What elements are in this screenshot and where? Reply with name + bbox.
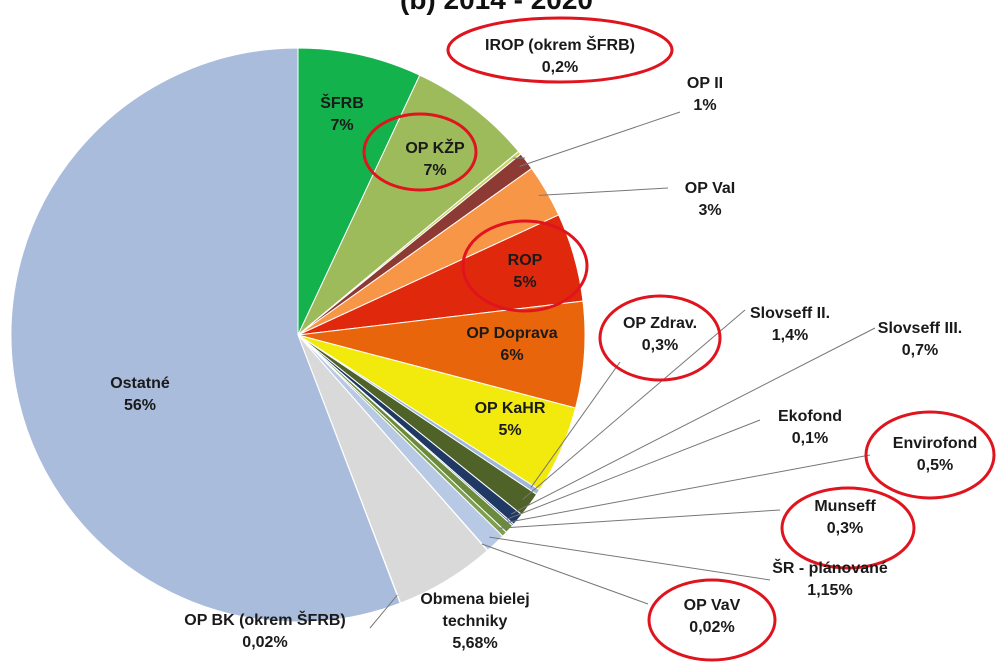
category-name: OP VaI xyxy=(684,180,736,197)
leader-line xyxy=(510,327,876,515)
category-name: Slovseff II. xyxy=(749,305,831,322)
value-label: 7% xyxy=(423,162,447,179)
value-label: 0,7% xyxy=(901,342,939,359)
slice-label: OP Zdrav. 0,3% xyxy=(623,313,697,357)
leader-line xyxy=(503,454,871,524)
value-label: 0,02% xyxy=(242,634,288,651)
slice-label: IROP (okrem ŠFRB) 0,2% xyxy=(485,35,635,79)
value-label: 0,02% xyxy=(689,619,735,636)
leader-line xyxy=(489,536,771,581)
leaders xyxy=(369,111,876,629)
highlights xyxy=(362,16,996,662)
chart-title: (b) 2014 - 2020 xyxy=(400,0,593,16)
value-label: 7% xyxy=(330,117,354,134)
category-name: OP II xyxy=(686,75,724,92)
category-name: ROP xyxy=(507,252,543,269)
category-name: Ekofond xyxy=(778,408,842,425)
leader-line xyxy=(530,361,621,488)
pie xyxy=(10,47,586,623)
category-name: Slovseff III. xyxy=(877,320,963,337)
slice-label: Ekofond 0,1% xyxy=(778,406,842,450)
slice-label: OP KŽP 7% xyxy=(405,138,464,182)
category-name: OP Zdrav. xyxy=(622,315,698,332)
value-label: 5,68% xyxy=(452,635,498,652)
value-label: 0,5% xyxy=(916,457,954,474)
value-label: 0,3% xyxy=(641,337,679,354)
category-name: ŠR - plánované xyxy=(772,560,888,577)
slice-label: Slovseff II. 1,4% xyxy=(750,303,830,347)
leader-line xyxy=(538,187,669,196)
value-label: 56% xyxy=(123,397,157,414)
pie-slice xyxy=(10,47,401,623)
slice-label: Ostatné 56% xyxy=(110,373,170,417)
slice-label: OP VaV 0,02% xyxy=(684,595,741,639)
category-name: OP KaHR xyxy=(474,400,546,417)
highlight xyxy=(647,578,777,662)
leader-line xyxy=(481,543,649,605)
highlight xyxy=(864,410,996,500)
slice-label: Slovseff III. 0,7% xyxy=(878,318,962,362)
slice-label: OP BK (okrem ŠFRB) 0,02% xyxy=(184,610,346,654)
category-name: OP Doprava xyxy=(466,325,558,342)
highlight xyxy=(461,219,589,313)
leader-line xyxy=(498,509,781,529)
value-label: 6% xyxy=(500,347,524,364)
leader-line xyxy=(369,594,398,629)
value-label: 0,3% xyxy=(826,520,864,537)
highlight xyxy=(780,486,916,570)
value-label: 0,1% xyxy=(791,430,829,447)
category-name: Obmena bielej techniky xyxy=(420,591,530,630)
leader-line xyxy=(519,111,681,167)
highlight xyxy=(598,294,722,382)
category-name: Munseff xyxy=(814,498,876,515)
value-label: 1,15% xyxy=(807,582,853,599)
category-name: OP KŽP xyxy=(405,140,465,157)
slice-label: OP VaI 3% xyxy=(685,178,735,222)
value-label: 0,2% xyxy=(541,59,579,76)
slice-label: Envirofond 0,5% xyxy=(893,433,977,477)
leader-line xyxy=(506,419,761,520)
value-label: 5% xyxy=(513,274,537,291)
highlight xyxy=(362,112,478,192)
value-label: 1,4% xyxy=(771,327,809,344)
pie-slice xyxy=(297,74,520,336)
value-label: 3% xyxy=(698,202,722,219)
highlight xyxy=(446,16,674,84)
slice-label: Munseff 0,3% xyxy=(814,496,875,540)
slice-label: ŠR - plánované 1,15% xyxy=(772,558,888,602)
slice-label: Obmena bielej techniky 5,68% xyxy=(410,589,540,655)
leader-line xyxy=(522,309,746,501)
slice-label: ŠFRB 7% xyxy=(320,93,364,137)
category-name: Ostatné xyxy=(110,375,170,392)
category-name: ŠFRB xyxy=(320,95,364,112)
category-name: OP VaV xyxy=(683,597,741,614)
value-label: 1% xyxy=(693,97,717,114)
category-name: OP BK (okrem ŠFRB) xyxy=(184,612,346,629)
category-name: IROP (okrem ŠFRB) xyxy=(485,37,635,54)
value-label: 5% xyxy=(498,422,522,439)
slice-label: OP II 1% xyxy=(687,73,723,117)
slice-label: ROP 5% xyxy=(508,250,543,294)
slice-label: OP KaHR 5% xyxy=(475,398,546,442)
category-name: Envirofond xyxy=(892,435,978,452)
slice-label: OP Doprava 6% xyxy=(466,323,557,367)
